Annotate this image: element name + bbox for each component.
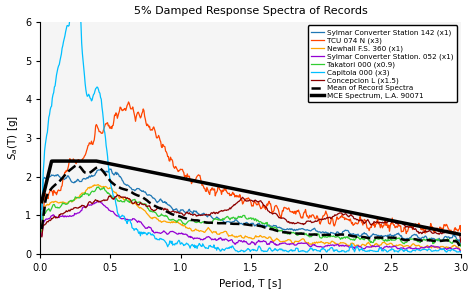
Takatori 000 (x0.9) bbox=[287, 233, 292, 236]
Capitola 000 (x3) bbox=[229, 244, 235, 248]
Takatori 000 (x0.9) bbox=[39, 230, 45, 233]
MCE Spectrum, L.A. 90071 bbox=[319, 205, 325, 208]
Sylmar Converter Station 142 (x1) bbox=[147, 194, 153, 197]
Capitola 000 (x3) bbox=[458, 250, 464, 254]
Takatori 000 (x0.9) bbox=[319, 236, 325, 239]
Mean of Record Spectra bbox=[114, 184, 119, 188]
Takatori 000 (x0.9) bbox=[147, 210, 153, 213]
Sylmar Converter Station. 052 (x1) bbox=[319, 245, 325, 249]
Sylmar Converter Station. 052 (x1) bbox=[287, 243, 292, 246]
Sylmar Converter Station. 052 (x1) bbox=[96, 199, 102, 203]
TCU 074 N (x3) bbox=[319, 217, 325, 220]
Line: Takatori 000 (x0.9): Takatori 000 (x0.9) bbox=[42, 187, 461, 246]
Takatori 000 (x0.9) bbox=[96, 185, 101, 189]
TCU 074 N (x3) bbox=[113, 111, 119, 115]
Capitola 000 (x3) bbox=[355, 246, 361, 250]
Takatori 000 (x0.9) bbox=[229, 217, 235, 220]
Sylmar Converter Station 142 (x1) bbox=[114, 173, 119, 176]
Line: MCE Spectrum, L.A. 90071: MCE Spectrum, L.A. 90071 bbox=[42, 161, 461, 235]
Legend: Sylmar Converter Station 142 (x1), TCU 074 N (x3), Newhall F.S. 360 (x1), Sylmar: Sylmar Converter Station 142 (x1), TCU 0… bbox=[308, 26, 457, 102]
Newhall F.S. 360 (x1) bbox=[147, 215, 153, 219]
MCE Spectrum, L.A. 90071 bbox=[287, 198, 292, 202]
Newhall F.S. 360 (x1) bbox=[95, 183, 100, 186]
Mean of Record Spectra bbox=[147, 201, 153, 205]
Capitola 000 (x3) bbox=[39, 218, 45, 221]
Capitola 000 (x3) bbox=[287, 249, 292, 252]
Concepcion L (x1.5) bbox=[39, 235, 45, 238]
Sylmar Converter Station 142 (x1) bbox=[458, 243, 464, 247]
Takatori 000 (x0.9) bbox=[355, 235, 361, 239]
MCE Spectrum, L.A. 90071 bbox=[355, 212, 361, 216]
Newhall F.S. 360 (x1) bbox=[39, 227, 45, 230]
TCU 074 N (x3) bbox=[229, 192, 235, 196]
Newhall F.S. 360 (x1) bbox=[319, 241, 325, 244]
Capitola 000 (x3) bbox=[147, 231, 153, 235]
Concepcion L (x1.5) bbox=[229, 205, 235, 208]
Newhall F.S. 360 (x1) bbox=[114, 192, 119, 196]
MCE Spectrum, L.A. 90071 bbox=[147, 170, 153, 174]
Newhall F.S. 360 (x1) bbox=[229, 233, 235, 236]
Concepcion L (x1.5) bbox=[147, 206, 153, 209]
TCU 074 N (x3) bbox=[355, 222, 361, 225]
MCE Spectrum, L.A. 90071 bbox=[458, 233, 464, 236]
Mean of Record Spectra bbox=[458, 246, 464, 250]
MCE Spectrum, L.A. 90071 bbox=[39, 200, 45, 203]
Capitola 000 (x3) bbox=[114, 205, 119, 209]
Line: Sylmar Converter Station 142 (x1): Sylmar Converter Station 142 (x1) bbox=[42, 169, 461, 245]
Sylmar Converter Station. 052 (x1) bbox=[114, 214, 119, 218]
Mean of Record Spectra bbox=[355, 235, 361, 238]
Concepcion L (x1.5) bbox=[115, 193, 120, 197]
Sylmar Converter Station. 052 (x1) bbox=[355, 244, 361, 247]
Sylmar Converter Station 142 (x1) bbox=[319, 230, 325, 234]
MCE Spectrum, L.A. 90071 bbox=[229, 187, 235, 190]
Line: Newhall F.S. 360 (x1): Newhall F.S. 360 (x1) bbox=[42, 185, 461, 251]
Concepcion L (x1.5) bbox=[319, 218, 325, 221]
Mean of Record Spectra bbox=[39, 227, 45, 231]
Line: Concepcion L (x1.5): Concepcion L (x1.5) bbox=[42, 195, 461, 242]
TCU 074 N (x3) bbox=[287, 208, 292, 211]
Mean of Record Spectra bbox=[229, 222, 235, 225]
Takatori 000 (x0.9) bbox=[458, 245, 464, 248]
Newhall F.S. 360 (x1) bbox=[458, 249, 464, 253]
Line: Capitola 000 (x3): Capitola 000 (x3) bbox=[42, 0, 461, 252]
Title: 5% Damped Response Spectra of Records: 5% Damped Response Spectra of Records bbox=[134, 6, 367, 16]
Sylmar Converter Station. 052 (x1) bbox=[39, 234, 45, 238]
Sylmar Converter Station 142 (x1) bbox=[355, 232, 361, 236]
Y-axis label: $S_a$(T) [g]: $S_a$(T) [g] bbox=[6, 116, 19, 160]
MCE Spectrum, L.A. 90071 bbox=[114, 163, 119, 167]
Mean of Record Spectra bbox=[319, 233, 325, 237]
TCU 074 N (x3) bbox=[126, 100, 131, 104]
Newhall F.S. 360 (x1) bbox=[355, 243, 361, 247]
Sylmar Converter Station 142 (x1) bbox=[229, 220, 235, 224]
Sylmar Converter Station 142 (x1) bbox=[107, 167, 112, 171]
MCE Spectrum, L.A. 90071 bbox=[49, 159, 55, 163]
Concepcion L (x1.5) bbox=[113, 195, 119, 199]
Sylmar Converter Station 142 (x1) bbox=[287, 227, 292, 231]
TCU 074 N (x3) bbox=[147, 128, 153, 132]
TCU 074 N (x3) bbox=[458, 230, 464, 233]
Capitola 000 (x3) bbox=[319, 248, 325, 251]
TCU 074 N (x3) bbox=[39, 234, 45, 238]
Line: Sylmar Converter Station. 052 (x1): Sylmar Converter Station. 052 (x1) bbox=[42, 201, 461, 252]
Line: Mean of Record Spectra: Mean of Record Spectra bbox=[42, 165, 461, 248]
Concepcion L (x1.5) bbox=[458, 240, 464, 244]
Takatori 000 (x0.9) bbox=[114, 197, 119, 201]
Sylmar Converter Station. 052 (x1) bbox=[229, 238, 235, 242]
Concepcion L (x1.5) bbox=[287, 221, 292, 225]
Mean of Record Spectra bbox=[74, 163, 80, 167]
Sylmar Converter Station 142 (x1) bbox=[39, 208, 45, 211]
Sylmar Converter Station. 052 (x1) bbox=[147, 226, 153, 229]
Concepcion L (x1.5) bbox=[355, 218, 361, 221]
Newhall F.S. 360 (x1) bbox=[287, 238, 292, 242]
Sylmar Converter Station. 052 (x1) bbox=[458, 250, 464, 253]
Mean of Record Spectra bbox=[287, 231, 292, 235]
X-axis label: Period, T [s]: Period, T [s] bbox=[219, 278, 282, 288]
Line: TCU 074 N (x3): TCU 074 N (x3) bbox=[42, 102, 461, 236]
